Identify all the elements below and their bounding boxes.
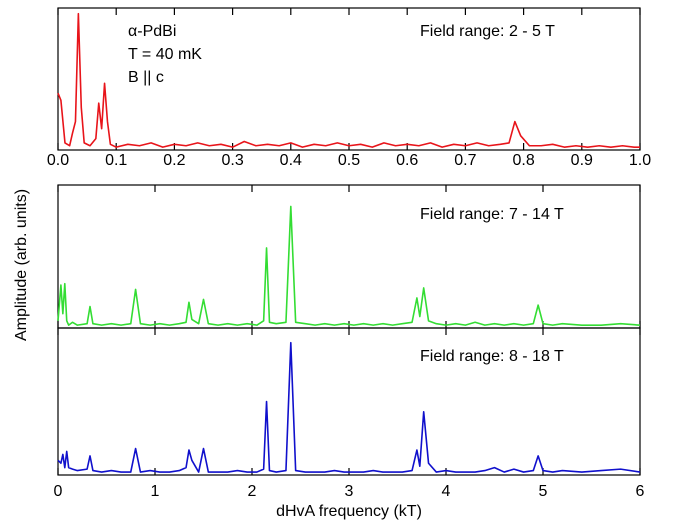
x-tick-label: 0.3 [221,152,243,169]
x-tick-label: 0 [54,483,63,500]
x-tick-label: 0.7 [454,152,476,169]
spectrum-line [57,341,641,473]
annotation: α-PdBi [128,23,176,40]
x-tick-label: 4 [442,483,451,500]
annotation: Field range: 2 - 5 T [420,23,555,40]
x-tick-label: 0.8 [512,152,534,169]
x-tick-label: 0.9 [571,152,593,169]
x-tick-label: 2 [248,483,257,500]
x-axis-title: dHvA frequency (kT) [276,503,422,520]
x-tick-label: 0.0 [47,152,69,169]
x-tick-label: 6 [636,483,645,500]
annotation: Field range: 7 - 14 T [420,206,564,223]
spectrum-line [57,205,641,326]
annotation: T = 40 mK [128,46,202,63]
x-tick-label: 0.4 [280,152,302,169]
x-tick-label: 3 [345,483,354,500]
x-tick-label: 1.0 [629,152,651,169]
y-axis-title: Amplitude (arb. units) [13,189,30,341]
x-tick-label: 0.6 [396,152,418,169]
annotation: B || c [128,69,164,86]
x-tick-label: 0.1 [105,152,127,169]
x-tick-label: 0.2 [163,152,185,169]
x-tick-label: 1 [151,483,160,500]
x-tick-label: 0.5 [338,152,360,169]
annotation: Field range: 8 - 18 T [420,348,564,365]
x-tick-label: 5 [539,483,548,500]
spectrum-line [57,12,640,148]
